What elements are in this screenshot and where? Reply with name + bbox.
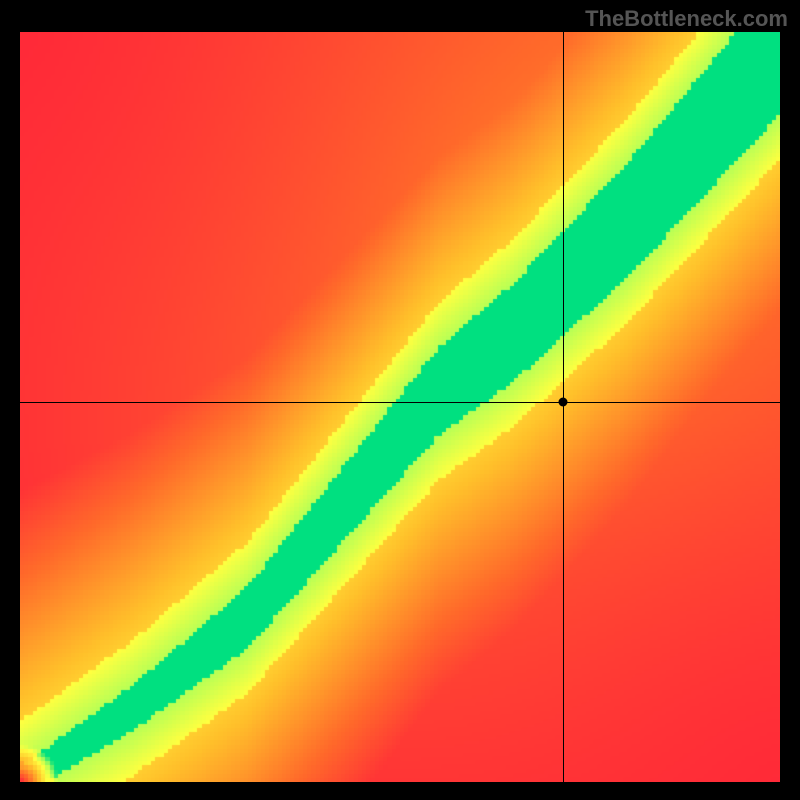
- heatmap-canvas: [20, 32, 780, 782]
- heatmap-plot: [20, 32, 780, 782]
- crosshair-vertical: [563, 32, 564, 782]
- watermark-text: TheBottleneck.com: [585, 6, 788, 32]
- crosshair-marker: [558, 398, 567, 407]
- crosshair-horizontal: [20, 402, 780, 403]
- figure-container: TheBottleneck.com: [0, 0, 800, 800]
